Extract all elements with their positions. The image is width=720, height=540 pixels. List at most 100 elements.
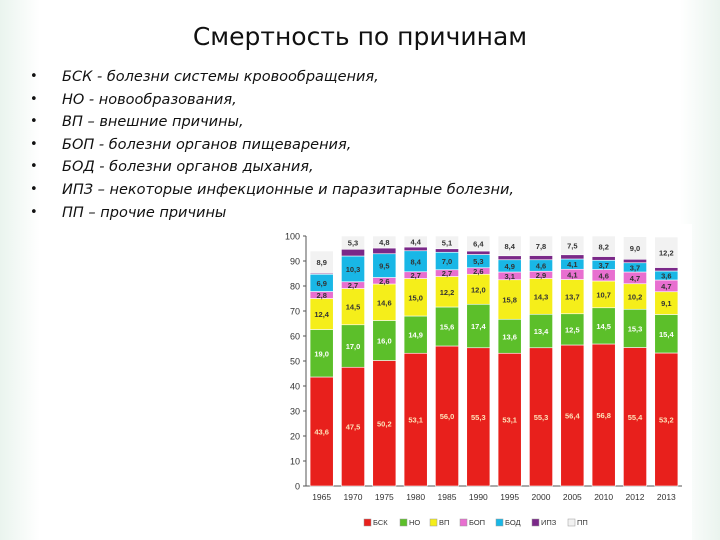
bar-segment <box>654 236 679 268</box>
legend-swatch <box>459 518 468 527</box>
data-label: 2,6 <box>473 267 483 276</box>
bar-segment <box>341 248 365 257</box>
data-label: 47,5 <box>346 423 361 432</box>
bullet-item: • ИПЗ – некоторые инфекционные и паразита… <box>30 179 514 202</box>
bullet-item: • ВП – внешние причины, <box>30 111 514 134</box>
data-label: 2,7 <box>348 281 358 290</box>
data-label: 10,2 <box>628 293 643 302</box>
legend-label: ПП <box>577 518 588 527</box>
data-label: 12,4 <box>314 310 329 319</box>
data-label: 4,1 <box>567 260 577 269</box>
data-label: 4,7 <box>630 274 640 283</box>
x-tick-label: 1980 <box>406 492 425 502</box>
legend-label: НО <box>409 518 420 527</box>
y-tick-label: 40 <box>290 382 300 392</box>
x-tick-label: 2005 <box>563 492 582 502</box>
data-label: 4,6 <box>536 262 546 271</box>
bar-segment <box>435 235 459 250</box>
data-label: 6,4 <box>473 240 484 249</box>
data-label: 15,8 <box>502 296 517 305</box>
data-label: 15,3 <box>628 324 643 333</box>
data-label: 2,8 <box>316 291 326 300</box>
data-label: 4,8 <box>379 238 389 247</box>
legend-swatch <box>567 518 576 527</box>
y-tick-label: 20 <box>290 432 300 442</box>
data-label: 43,6 <box>314 428 329 437</box>
data-label: 4,9 <box>504 262 514 271</box>
bullet-icon: • <box>30 69 38 84</box>
data-label: 3,1 <box>504 272 514 281</box>
y-tick-label: 70 <box>290 307 300 317</box>
data-label: 14,9 <box>408 331 423 340</box>
data-label: 17,4 <box>471 322 486 331</box>
data-label: 9,0 <box>630 244 640 253</box>
bullet-icon: • <box>30 204 38 220</box>
x-tick-label: 1990 <box>469 492 488 502</box>
abbreviation-list: • БСК - болезни системы кровообращения, •… <box>30 66 514 224</box>
bullet-text: ИПЗ – некоторые инфекционные и паразитар… <box>62 181 514 198</box>
data-label: 53,1 <box>502 416 517 425</box>
stacked-bar-chart: 0 10 20 30 40 50 60 70 80 90 100 43,6 19,0 12,4 2,8 6,9… <box>272 224 692 540</box>
bar-segment <box>529 235 553 256</box>
data-label: 10,3 <box>346 265 361 274</box>
data-label: 5,3 <box>348 239 358 248</box>
y-tick-label: 10 <box>290 457 300 467</box>
data-label: 56,8 <box>596 411 611 420</box>
bar-segment <box>466 235 491 252</box>
bar-segment <box>403 246 428 252</box>
bar-segment <box>591 256 616 261</box>
data-label: 15,4 <box>659 330 674 339</box>
legend-label: БСК <box>373 518 388 527</box>
x-tick-label: 1995 <box>500 492 519 502</box>
data-label: 19,0 <box>314 349 329 358</box>
x-tick-label: 2012 <box>626 492 645 502</box>
data-label: 12,2 <box>440 288 455 297</box>
bar-segment <box>591 235 616 257</box>
y-tick-label: 90 <box>290 257 300 267</box>
y-tick-label: 60 <box>290 332 300 342</box>
data-label: 13,6 <box>502 332 517 341</box>
data-label: 7,0 <box>442 257 452 266</box>
legend-label: БОД <box>505 518 521 527</box>
x-tick-label: 2013 <box>657 492 676 502</box>
data-label: 12,0 <box>471 285 486 294</box>
data-label: 8,2 <box>598 242 608 251</box>
bullet-text: ПП – прочие причины <box>62 204 227 221</box>
data-label: 14,6 <box>377 298 392 307</box>
chart-svg: 0 10 20 30 40 50 60 70 80 90 100 43,6 19,0 12,4 2,8 6,9… <box>285 232 682 527</box>
x-tick-label: 2010 <box>594 492 613 502</box>
data-label: 14,5 <box>346 303 361 312</box>
bullet-text: БСК - болезни системы кровообращения, <box>62 69 379 85</box>
data-label: 55,3 <box>534 413 549 422</box>
bar-segment <box>529 255 553 261</box>
legend-label: ВП <box>439 518 449 527</box>
y-tick-label: 50 <box>290 357 300 367</box>
bar-segment <box>623 258 647 264</box>
data-label: 7,5 <box>567 241 577 250</box>
data-label: 10,7 <box>596 290 611 299</box>
data-label: 4,7 <box>661 282 671 291</box>
y-tick-label: 100 <box>285 232 300 242</box>
bar-segment <box>309 250 334 274</box>
bar-segment <box>560 254 585 260</box>
legend-swatch <box>399 518 408 527</box>
data-label: 16,0 <box>377 337 392 346</box>
data-label: 12,5 <box>565 325 580 334</box>
bar-segment <box>497 235 522 257</box>
data-label: 8,9 <box>316 258 326 267</box>
bullet-icon: • <box>30 91 38 107</box>
data-label: 15,0 <box>408 293 423 302</box>
bullet-item: • ПП – прочие причины <box>30 202 514 225</box>
bar-segment <box>623 236 647 260</box>
legend-swatch <box>531 518 540 527</box>
data-label: 2,9 <box>536 271 546 280</box>
bullet-icon: • <box>30 114 38 130</box>
bullet-icon: • <box>30 181 38 197</box>
data-label: 2,7 <box>410 271 420 280</box>
bullet-icon: • <box>30 159 38 175</box>
data-label: 50,2 <box>377 419 392 428</box>
data-label: 4,6 <box>598 271 608 280</box>
data-label: 2,7 <box>442 269 452 278</box>
data-label: 3,6 <box>661 272 671 281</box>
bullet-text: БОП - болезни органов пищеварения, <box>62 136 352 153</box>
